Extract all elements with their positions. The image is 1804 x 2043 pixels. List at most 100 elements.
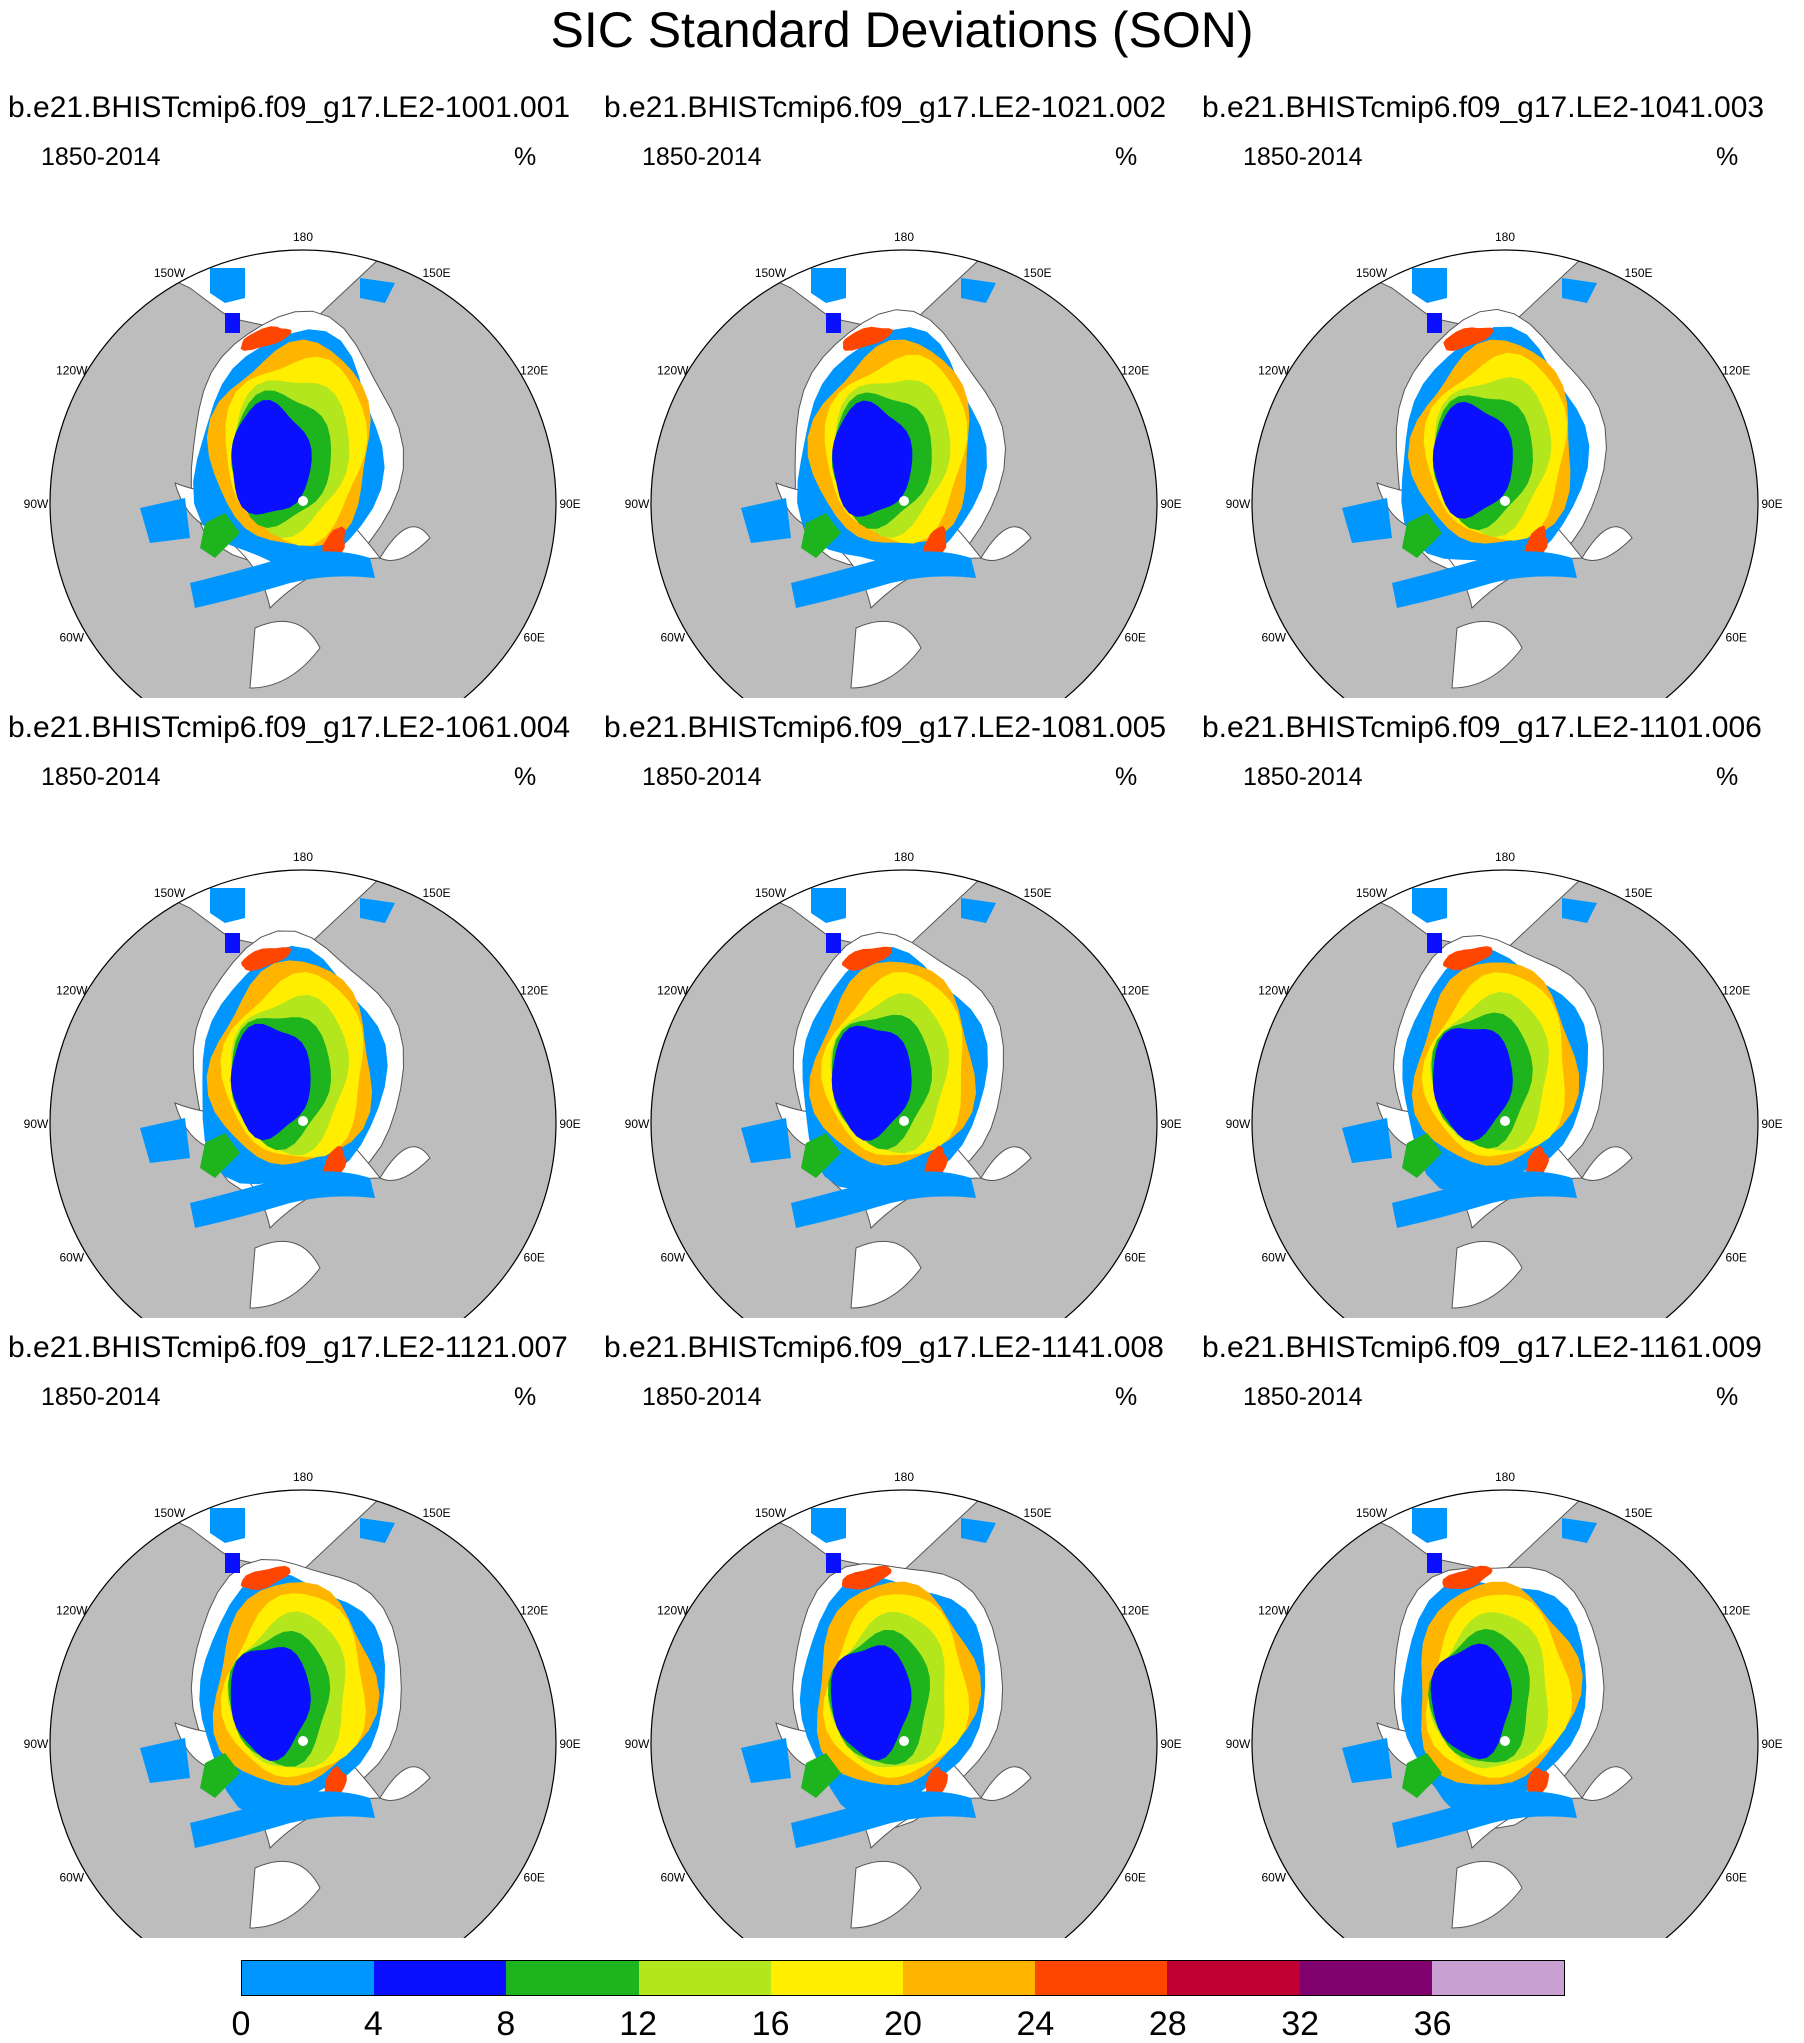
longitude-label: 90W [625,1737,650,1751]
sea-ice-contour [1412,888,1447,923]
colorbar-segment [506,1961,639,1995]
ocean-area [980,526,1032,561]
longitude-label: 120E [1121,1604,1149,1618]
panel-period: 1850-2014 [642,763,762,791]
ocean-area [379,1146,431,1181]
ocean-area [850,620,922,689]
panel-period: 1850-2014 [41,1383,161,1411]
longitude-label: 180 [1495,1470,1515,1484]
colorbar-tick-label: 24 [1016,2005,1055,2043]
ocean-area [50,1490,556,1574]
sea-ice-contour [1524,525,1548,558]
longitude-label: 90W [1226,1737,1251,1751]
longitude-label: 60W [1261,1871,1286,1885]
polar-map: 180150E120E90E60E30E030W60W90W120W150W [24,850,581,1318]
longitude-label: 90W [1226,497,1251,511]
longitude-label: 180 [894,1470,914,1484]
map-panel: 180150E120E90E60E30E030W60W90W120W150Wb.… [0,1328,601,1938]
sea-ice-contour [961,1518,996,1543]
map-boundary [650,249,1158,698]
ocean-area [1252,870,1758,954]
ocean-area [1581,526,1633,561]
sea-ice-contour [1427,313,1442,333]
panel-period: 1850-2014 [1243,1383,1363,1411]
sea-ice-contour [741,498,791,543]
sea-ice-contour [791,1791,976,1848]
ocean-area [980,1146,1032,1181]
ocean-area [379,1766,431,1801]
sea-ice-contour [1392,1791,1577,1848]
longitude-label: 120W [1258,1604,1290,1618]
sea-ice-contour [140,1738,190,1783]
panel-case-title: b.e21.BHISTcmip6.f09_g17.LE2-1101.006 [1202,711,1762,744]
panel-units: % [514,763,537,791]
map-boundary [49,1489,557,1938]
longitude-label: 180 [293,230,313,244]
sea-ice-contour [1443,327,1494,351]
figure-title: SIC Standard Deviations (SON) [550,2,1254,58]
sea-ice-contour [811,1508,846,1543]
longitude-label: 180 [293,850,313,864]
longitude-label: 150W [1356,1506,1388,1520]
ocean-area [50,870,556,954]
sea-ice-contour [1402,513,1442,558]
sea-ice-contour [1562,1518,1597,1543]
sea-ice-contour [811,888,846,923]
sea-ice-contour [360,1518,395,1543]
ocean-area [651,870,1157,954]
sea-ice-contour [140,1118,190,1163]
sea-ice-contour [1412,268,1447,303]
map-panel: 180150E120E90E60E30E030W60W90W120W150Wb.… [601,708,1202,1318]
panel-case-title: b.e21.BHISTcmip6.f09_g17.LE2-1161.009 [1202,1331,1762,1364]
ocean-area [651,250,1157,334]
pole-marker [899,1736,909,1746]
longitude-label: 150E [1023,266,1051,280]
longitude-label: 120W [657,364,689,378]
ocean-area [379,526,431,561]
longitude-label: 90W [1226,1117,1251,1131]
longitude-label: 150E [422,266,450,280]
polar-map: 180150E120E90E60E30E030W60W90W120W150W [625,1470,1182,1938]
sea-ice-contour [1562,898,1597,923]
longitude-label: 150E [422,886,450,900]
longitude-label: 120E [1722,984,1750,998]
map-boundary [1251,869,1759,1318]
ocean-area [50,250,556,334]
polar-map: 180150E120E90E60E30E030W60W90W120W150W [1226,230,1783,698]
longitude-label: 60E [1726,631,1747,645]
colorbar-tick-label: 8 [496,2005,516,2043]
panel-units: % [514,1383,537,1411]
polar-map: 180150E120E90E60E30E030W60W90W120W150W [24,230,581,698]
longitude-label: 120W [1258,364,1290,378]
longitude-label: 60W [660,1871,685,1885]
sea-ice-contour [231,400,312,515]
panel-case-title: b.e21.BHISTcmip6.f09_g17.LE2-1061.004 [8,711,571,744]
longitude-label: 60E [1125,1871,1146,1885]
sea-ice-contour [923,525,947,558]
ocean-area [651,1490,1157,1574]
pole-marker [1500,496,1510,506]
sea-ice-contour [842,326,893,351]
sea-ice-contour [826,313,841,333]
map-boundary [650,869,1158,1318]
ocean-area [249,1240,321,1309]
sea-ice-contour [360,278,395,303]
sea-ice-contour [1432,1028,1513,1142]
colorbar-tick-label: 16 [751,2005,790,2043]
sea-ice-contour [1402,1133,1442,1178]
sea-ice-contour [1392,1171,1577,1228]
sea-ice-contour [832,400,913,517]
sea-ice-contour [801,1753,841,1798]
longitude-label: 90E [1761,1737,1782,1751]
longitude-label: 90E [1160,1737,1181,1751]
sea-ice-contour [1342,1738,1392,1783]
ocean-area [1252,1490,1758,1574]
ocean-area [1451,1240,1523,1309]
sea-ice-contour [826,1553,841,1573]
map-panel: 180150E120E90E60E30E030W60W90W120W150Wb.… [1202,708,1803,1318]
map-panel: 180150E120E90E60E30E030W60W90W120W150Wb.… [601,1328,1202,1938]
longitude-label: 150W [1356,266,1388,280]
colorbar-tick-label: 28 [1148,2005,1187,2043]
panel-period: 1850-2014 [642,143,762,171]
pole-marker [1500,1116,1510,1126]
